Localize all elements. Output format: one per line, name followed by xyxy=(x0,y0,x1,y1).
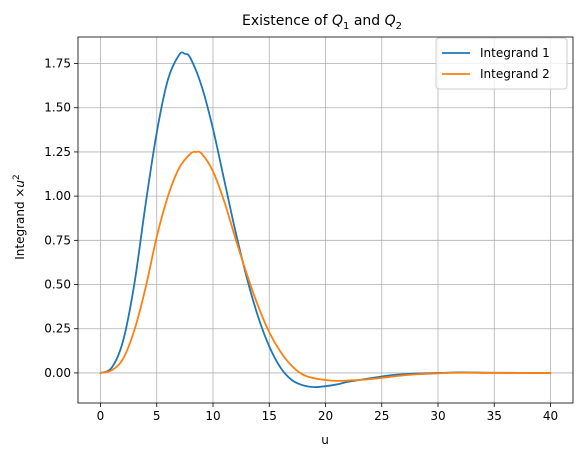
x-tick-label: 30 xyxy=(430,409,445,423)
series-layer xyxy=(99,51,552,389)
y-tick-label: 1.00 xyxy=(44,189,71,203)
x-tick-label: 20 xyxy=(318,409,333,423)
x-tick-label: 40 xyxy=(543,409,558,423)
series-line-integrand-2 xyxy=(99,150,552,382)
x-tick-label: 0 xyxy=(97,409,105,423)
legend-label-integrand-1: Integrand 1 xyxy=(480,46,550,60)
y-ticks: 0.00 0.25 0.50 0.75 1.00 1.25 1.50 1.75 xyxy=(44,57,78,380)
y-tick-label: 0.25 xyxy=(44,322,71,336)
chart-title: Existence of Q1 and Q2 xyxy=(242,13,402,32)
x-tick-label: 25 xyxy=(374,409,389,423)
y-tick-label: 1.50 xyxy=(44,101,71,115)
y-tick-label: 1.75 xyxy=(44,57,71,71)
x-tick-label: 15 xyxy=(262,409,277,423)
y-axis-label: Integrand ×u2 xyxy=(12,174,27,260)
y-tick-label: 1.25 xyxy=(44,145,71,159)
x-tick-label: 5 xyxy=(153,409,161,423)
legend-label-integrand-2: Integrand 2 xyxy=(480,67,550,81)
legend-box xyxy=(435,37,568,90)
series-line-integrand-1 xyxy=(99,51,552,389)
grid-lines xyxy=(78,37,573,403)
y-tick-label: 0.75 xyxy=(44,233,71,247)
x-axis-label: u xyxy=(321,433,329,447)
x-tick-label: 35 xyxy=(487,409,502,423)
x-ticks: 0 5 10 15 20 25 30 35 40 xyxy=(97,403,558,423)
x-tick-label: 10 xyxy=(205,409,220,423)
y-tick-label: 0.00 xyxy=(44,366,71,380)
y-tick-label: 0.50 xyxy=(44,278,71,292)
legend: Integrand 1 Integrand 2 xyxy=(435,37,568,90)
